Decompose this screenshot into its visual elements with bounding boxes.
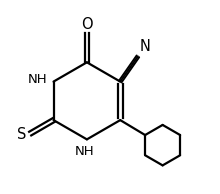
- Text: NH: NH: [28, 73, 48, 86]
- Text: S: S: [17, 127, 26, 142]
- Text: O: O: [81, 16, 93, 31]
- Text: N: N: [140, 39, 151, 55]
- Text: NH: NH: [75, 145, 95, 158]
